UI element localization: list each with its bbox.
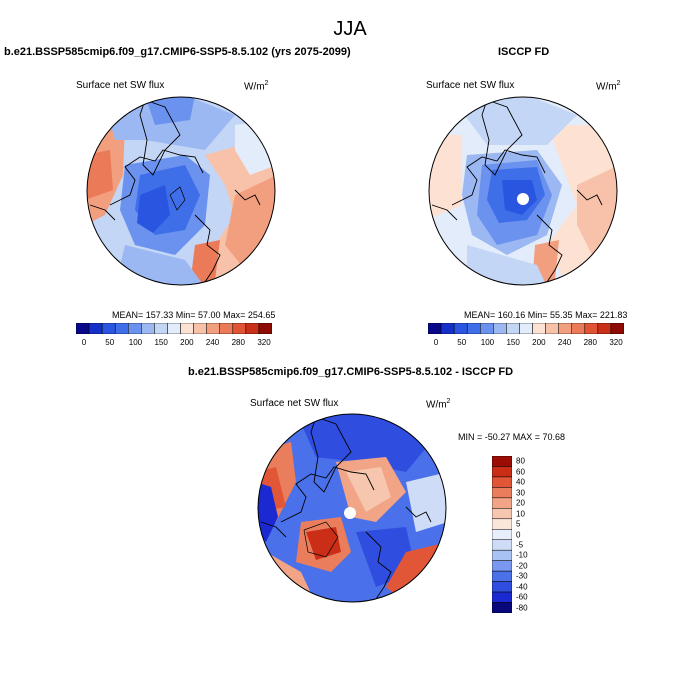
panel-3-colorbar-tick-label: 0 xyxy=(516,530,521,539)
panel-1-colorbar-swatch xyxy=(232,323,247,334)
panel-1-colorbar-tick-label: 50 xyxy=(105,338,115,347)
panel-3-stats: MIN = -50.27 MAX = 70.68 xyxy=(458,432,566,442)
panel-3-colorbar-swatch xyxy=(492,570,512,582)
panel-3-title: b.e21.BSSP585cmip6.f09_g17.CMIP6-SSP5-8.… xyxy=(188,366,514,378)
panel-2-colorbar-tick-label: 240 xyxy=(557,338,572,347)
panel-1-colorbar-swatch xyxy=(76,323,90,334)
panel-1-colorbar-swatch xyxy=(88,323,103,334)
season-title: JJA xyxy=(333,18,367,40)
panel-2-colorbar-swatch xyxy=(519,323,533,334)
panel-3-colorbar-tick-label: 20 xyxy=(516,498,525,508)
panel-1-stats: MEAN= 157.33 Min= 57.00 Max= 254.65 xyxy=(112,310,276,320)
panel-1-colorbar-swatch xyxy=(154,323,168,334)
panel-1-colorbar-swatch xyxy=(219,323,234,334)
panel-1-colorbar-swatch xyxy=(128,323,142,334)
panel-3-colorbar-swatch xyxy=(492,539,512,551)
panel-3-colorbar-swatch xyxy=(492,508,512,520)
panel-2-colorbar-swatch xyxy=(532,323,546,334)
panel-3-colorbar-tick-label: -5 xyxy=(516,540,524,550)
panel-2-stats: MEAN= 160.16 Min= 55.35 Max= 221.83 xyxy=(464,310,628,320)
panel-1-colorbar-tick-label: 320 xyxy=(257,338,271,347)
panel-1-colorbar-swatch xyxy=(193,323,207,334)
panel-3-colorbar-tick-label: -10 xyxy=(516,550,528,560)
panel-1-colorbar xyxy=(76,323,272,334)
panel-1-polar-map xyxy=(86,96,276,286)
panel-1-colorbar-tick-label: 240 xyxy=(205,338,220,347)
panel-2-title: ISCCP FD xyxy=(498,46,550,58)
panel-3-colorbar-tick-label: 5 xyxy=(516,519,521,529)
panel-2-colorbar-tick-label: 50 xyxy=(457,338,467,347)
panel-2-colorbar-swatch xyxy=(440,323,455,334)
panel-1-colorbar-swatch xyxy=(114,323,129,334)
panel-3-colorbar-swatch xyxy=(492,497,512,509)
panel-1-colorbar-swatch xyxy=(245,323,260,334)
panel-1-colorbar-tick-label: 0 xyxy=(81,338,87,347)
panel-2-colorbar-ticks: 0 50 100 150 200 240 280 320 xyxy=(428,338,624,350)
panel-2-polar-map xyxy=(428,96,618,286)
panel-2-colorbar-tick-label: 100 xyxy=(480,338,495,347)
panel-3-colorbar-tick-label: -30 xyxy=(516,571,528,581)
panel-3-colorbar-tick-label: -60 xyxy=(516,592,528,602)
panel-1-title: b.e21.BSSP585cmip6.f09_g17.CMIP6-SSP5-8.… xyxy=(4,46,351,58)
panel-1-colorbar-swatch xyxy=(258,323,272,334)
panel-3-colorbar-tick-label: 80 xyxy=(516,456,525,466)
panel-3-colorbar-swatch xyxy=(492,476,512,488)
panel-2-colorbar-swatch xyxy=(428,323,442,334)
panel-2-units: W/m2 xyxy=(596,80,621,93)
panel-2-colorbar-tick-label: 150 xyxy=(506,338,520,347)
panel-3-variable: Surface net SW flux xyxy=(250,398,339,409)
panel-3-colorbar-tick-label: -40 xyxy=(516,582,528,592)
panel-2-colorbar-swatch xyxy=(610,323,624,334)
panel-2-colorbar-swatch xyxy=(480,323,494,334)
panel-1-colorbar-swatch xyxy=(101,323,116,334)
panel-3-colorbar-tick-label: 10 xyxy=(516,509,525,519)
panel-2-colorbar-swatch xyxy=(466,323,481,334)
panel-3-colorbar-tick-label: 60 xyxy=(516,467,525,477)
panel-3-colorbar-swatch xyxy=(492,487,512,499)
panel-2-colorbar-swatch xyxy=(493,323,507,334)
panel-3-colorbar-tick-label: -20 xyxy=(516,561,528,571)
panel-2-colorbar-tick-label: 200 xyxy=(532,338,546,347)
panel-1-colorbar-ticks: 0 50 100 150 200 240 280 320 xyxy=(76,338,272,350)
panel-2-colorbar-tick-label: 320 xyxy=(609,338,623,347)
panel-2-colorbar-swatch xyxy=(571,323,586,334)
panel-3-colorbar-tick-label: 40 xyxy=(516,477,525,487)
panel-1-colorbar-swatch xyxy=(206,323,220,334)
panel-3-colorbar-swatch xyxy=(492,591,512,603)
panel-3-colorbar-tick-label: -80 xyxy=(516,603,528,613)
panel-2-colorbar-swatch xyxy=(597,323,612,334)
panel-3-colorbar-swatch xyxy=(492,560,512,572)
panel-3-polar-map xyxy=(257,413,447,603)
panel-3-colorbar-ticks: 80 60 40 30 20 10 5 0 -5 -10 -20 -30 -40 -60 -80 xyxy=(516,456,556,613)
panel-1-colorbar-tick-label: 150 xyxy=(154,338,168,347)
panel-2-colorbar-swatch xyxy=(506,323,520,334)
panel-2-colorbar-tick-label: 280 xyxy=(583,338,597,347)
panel-2-variable: Surface net SW flux xyxy=(426,80,515,91)
panel-1-units: W/m2 xyxy=(244,80,269,93)
panel-3-colorbar-swatch xyxy=(492,581,512,593)
panel-2-colorbar-swatch xyxy=(545,323,559,334)
panel-3-colorbar xyxy=(492,456,512,613)
panel-3-colorbar-swatch xyxy=(492,549,512,561)
panel-1-variable: Surface net SW flux xyxy=(76,80,165,91)
panel-2-colorbar xyxy=(428,323,624,334)
panel-1-colorbar-tick-label: 100 xyxy=(128,338,143,347)
panel-3-colorbar-tick-label: 30 xyxy=(516,488,525,498)
panel-2-colorbar-swatch xyxy=(453,323,468,334)
panel-3-colorbar-swatch xyxy=(492,529,512,540)
panel-2-colorbar-swatch xyxy=(558,323,572,334)
panel-3-colorbar-swatch xyxy=(492,602,512,613)
panel-3-colorbar-swatch xyxy=(492,466,512,478)
panel-3-colorbar-swatch xyxy=(492,518,512,530)
panel-1-colorbar-swatch xyxy=(141,323,155,334)
panel-1-colorbar-swatch xyxy=(167,323,181,334)
panel-2-colorbar-swatch xyxy=(584,323,599,334)
panel-1-colorbar-tick-label: 280 xyxy=(231,338,245,347)
panel-2-colorbar-tick-label: 0 xyxy=(433,338,439,347)
panel-3-units: W/m2 xyxy=(426,398,451,411)
panel-3-colorbar-swatch xyxy=(492,456,512,467)
panel-1-colorbar-tick-label: 200 xyxy=(180,338,194,347)
panel-1-colorbar-swatch xyxy=(180,323,194,334)
